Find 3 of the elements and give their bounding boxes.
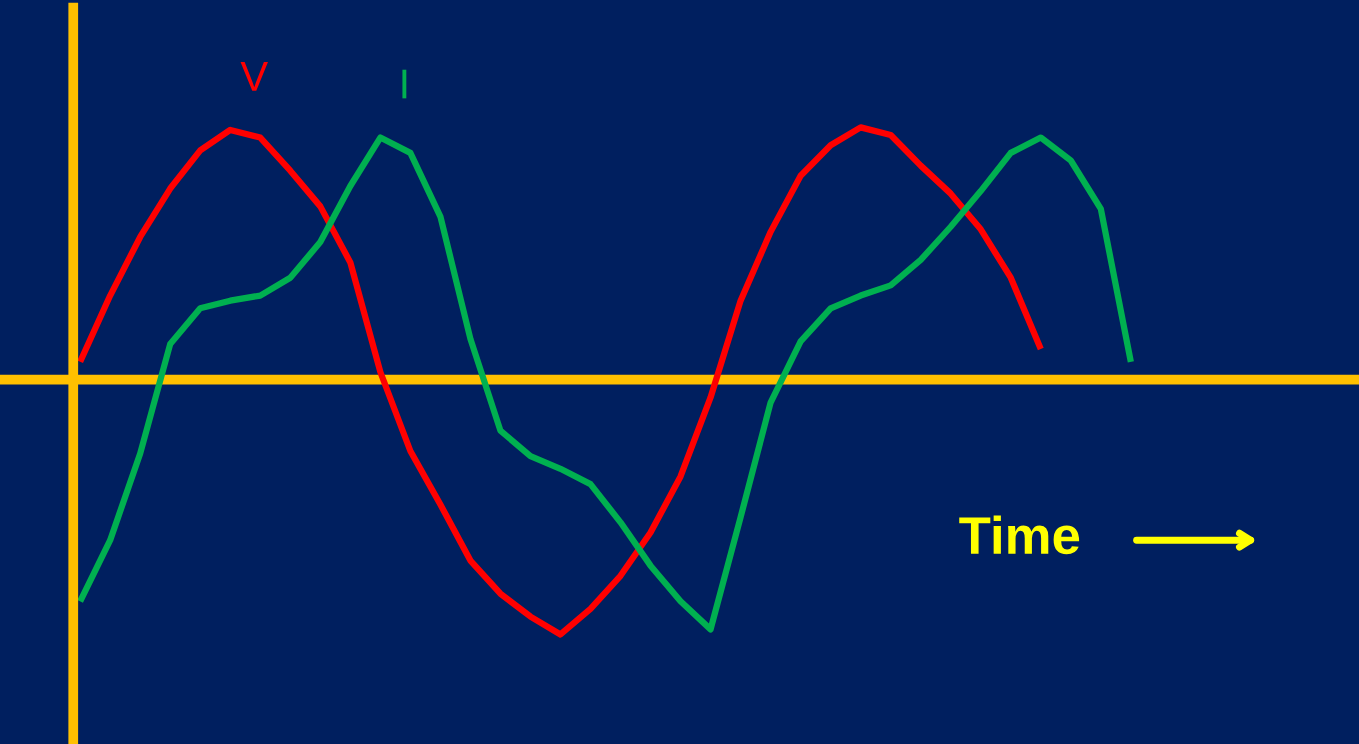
series-label: I: [402, 69, 407, 99]
series-label: V: [240, 62, 268, 91]
x-axis-title: Time: [959, 515, 1080, 555]
